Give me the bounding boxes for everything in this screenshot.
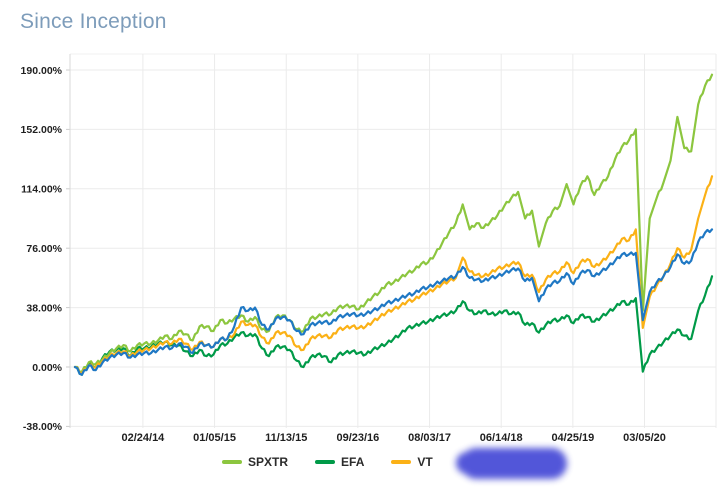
y-axis-label: 38.00% [26, 302, 62, 314]
chart-legend: SPXTR EFA VT [222, 455, 433, 469]
x-axis-label: 04/25/19 [551, 432, 594, 444]
x-axis-label: 09/23/16 [336, 432, 379, 444]
legend-label: SPXTR [248, 455, 289, 469]
y-axis-label: 114.00% [21, 184, 63, 196]
series-line-spxtr[interactable] [73, 73, 714, 373]
page-title: Since Inception [20, 10, 167, 33]
plot-area[interactable] [70, 54, 716, 428]
legend-label: EFA [341, 455, 365, 469]
series-line-vt[interactable] [73, 175, 714, 375]
x-axis-label: 11/13/15 [265, 432, 307, 444]
x-axis-label: 03/05/20 [623, 432, 666, 444]
series-line-efa[interactable] [73, 275, 714, 376]
legend-label: VT [417, 455, 433, 469]
legend-swatch-vt [391, 460, 412, 464]
legend-item-efa[interactable]: EFA [315, 455, 364, 469]
legend-item-vt[interactable]: VT [391, 455, 433, 469]
y-axis-label: 76.00% [26, 243, 62, 255]
redaction-scribble [456, 448, 567, 479]
y-axis-label: 0.00% [32, 362, 62, 374]
legend-item-spxtr[interactable]: SPXTR [222, 455, 288, 469]
legend-swatch-spxtr [222, 460, 242, 464]
x-axis-label: 06/14/18 [480, 432, 523, 444]
x-axis-label: 02/24/14 [121, 432, 165, 444]
y-axis-label: 152.00% [21, 124, 63, 136]
y-axis-label: 190.00% [21, 65, 63, 77]
y-axis-label: -38.00% [23, 421, 63, 433]
x-axis-label: 01/05/15 [193, 432, 236, 444]
x-axis-label: 08/03/17 [408, 432, 451, 444]
series-line-unnamed-blue[interactable] [73, 228, 714, 376]
legend-swatch-efa [315, 460, 336, 464]
